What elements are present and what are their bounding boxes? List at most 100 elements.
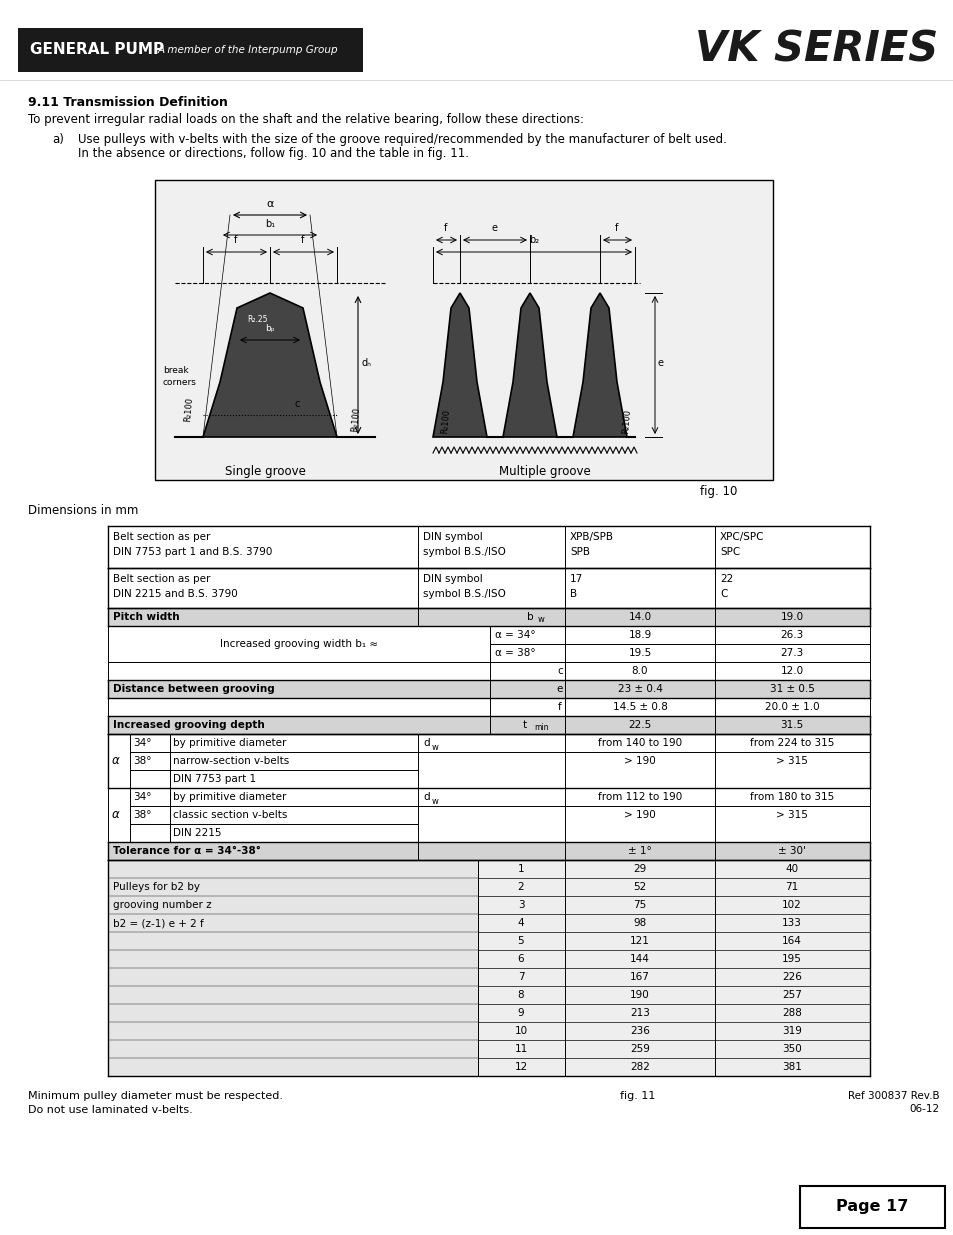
Text: f: f xyxy=(444,224,447,233)
Text: 1: 1 xyxy=(517,864,524,874)
Text: B: B xyxy=(569,589,577,599)
Text: Page 17: Page 17 xyxy=(835,1199,907,1214)
Text: C: C xyxy=(720,589,726,599)
Text: Belt section as per: Belt section as per xyxy=(112,532,211,542)
Text: 38°: 38° xyxy=(132,810,152,820)
Bar xyxy=(800,1186,944,1228)
Text: symbol B.S./ISO: symbol B.S./ISO xyxy=(422,547,505,557)
Text: fig. 11: fig. 11 xyxy=(619,1091,655,1100)
Text: To prevent irregular radial loads on the shaft and the relative bearing, follow : To prevent irregular radial loads on the… xyxy=(28,114,583,126)
Text: by primitive diameter: by primitive diameter xyxy=(172,792,286,802)
Text: α = 34°: α = 34° xyxy=(495,630,535,640)
Text: fig. 10: fig. 10 xyxy=(700,484,737,498)
Text: 9: 9 xyxy=(517,1008,524,1018)
Bar xyxy=(108,716,869,734)
Text: DIN 2215 and B.S. 3790: DIN 2215 and B.S. 3790 xyxy=(112,589,237,599)
Text: DIN symbol: DIN symbol xyxy=(422,532,482,542)
Text: symbol B.S./ISO: symbol B.S./ISO xyxy=(422,589,505,599)
Bar xyxy=(108,568,869,608)
Bar xyxy=(108,608,869,626)
Text: 8: 8 xyxy=(517,990,524,1000)
Bar xyxy=(108,526,869,568)
Text: 2: 2 xyxy=(517,882,524,892)
Text: 121: 121 xyxy=(629,936,649,946)
Text: VK SERIES: VK SERIES xyxy=(695,28,937,70)
Text: R₂100: R₂100 xyxy=(183,396,193,422)
Polygon shape xyxy=(573,293,626,437)
Text: 167: 167 xyxy=(629,972,649,982)
Text: 29: 29 xyxy=(633,864,646,874)
Polygon shape xyxy=(203,293,336,437)
Text: 19.0: 19.0 xyxy=(780,613,802,622)
Polygon shape xyxy=(502,293,557,437)
Text: dₕ: dₕ xyxy=(361,358,372,368)
Text: 195: 195 xyxy=(781,953,801,965)
Bar xyxy=(18,28,363,72)
Text: 17: 17 xyxy=(569,574,582,584)
Text: > 190: > 190 xyxy=(623,810,655,820)
Text: α: α xyxy=(112,755,120,767)
Text: DIN 7753 part 1: DIN 7753 part 1 xyxy=(172,774,255,784)
Text: Pulleys for b2 by: Pulleys for b2 by xyxy=(112,882,200,892)
Text: e: e xyxy=(658,358,663,368)
Text: from 112 to 190: from 112 to 190 xyxy=(598,792,681,802)
Text: R₂100: R₂100 xyxy=(439,409,451,433)
Text: 20.0 ± 1.0: 20.0 ± 1.0 xyxy=(764,701,819,713)
Text: 102: 102 xyxy=(781,900,801,910)
Text: min: min xyxy=(534,724,548,732)
Text: Ref 300837 Rev.B: Ref 300837 Rev.B xyxy=(847,1091,939,1100)
Text: 12: 12 xyxy=(514,1062,527,1072)
Text: > 190: > 190 xyxy=(623,756,655,766)
Text: 133: 133 xyxy=(781,918,801,927)
Text: from 224 to 315: from 224 to 315 xyxy=(749,739,833,748)
Text: d: d xyxy=(422,739,429,748)
Text: 350: 350 xyxy=(781,1044,801,1053)
Text: narrow-section v-belts: narrow-section v-belts xyxy=(172,756,289,766)
Text: 23 ± 0.4: 23 ± 0.4 xyxy=(617,684,661,694)
Text: R₂.25: R₂.25 xyxy=(247,315,267,324)
Text: 226: 226 xyxy=(781,972,801,982)
Text: XPC/SPC: XPC/SPC xyxy=(720,532,763,542)
Text: 18.9: 18.9 xyxy=(628,630,651,640)
Text: b: b xyxy=(526,613,533,622)
Text: 22: 22 xyxy=(720,574,733,584)
Text: f: f xyxy=(301,235,304,245)
Text: α: α xyxy=(266,199,274,209)
Text: w: w xyxy=(432,797,438,805)
Text: 9.11 Transmission Definition: 9.11 Transmission Definition xyxy=(28,96,228,110)
Text: f: f xyxy=(234,235,237,245)
Text: 164: 164 xyxy=(781,936,801,946)
Text: e: e xyxy=(492,224,497,233)
Text: α = 38°: α = 38° xyxy=(495,648,535,658)
Text: R₂100: R₂100 xyxy=(620,409,632,433)
Text: 8.0: 8.0 xyxy=(631,666,648,676)
Text: 98: 98 xyxy=(633,918,646,927)
Text: grooving number z: grooving number z xyxy=(112,900,212,910)
Text: Tolerance for α = 34°-38°: Tolerance for α = 34°-38° xyxy=(112,846,260,856)
Bar xyxy=(108,842,869,860)
Text: c: c xyxy=(557,666,562,676)
Text: Increased grooving width b₁ ≈: Increased grooving width b₁ ≈ xyxy=(220,638,377,650)
Text: Single groove: Single groove xyxy=(224,466,305,478)
Text: 190: 190 xyxy=(630,990,649,1000)
Text: d: d xyxy=(422,792,429,802)
Text: SPC: SPC xyxy=(720,547,740,557)
Text: ± 30': ± 30' xyxy=(778,846,805,856)
Text: Use pulleys with v-belts with the size of the groove required/recommended by the: Use pulleys with v-belts with the size o… xyxy=(78,133,726,147)
Text: w: w xyxy=(537,615,544,625)
Text: b₂: b₂ xyxy=(528,235,538,245)
Text: 31 ± 0.5: 31 ± 0.5 xyxy=(769,684,814,694)
Text: b₁: b₁ xyxy=(265,219,274,228)
Text: Dimensions in mm: Dimensions in mm xyxy=(28,504,138,516)
Polygon shape xyxy=(433,293,486,437)
Bar xyxy=(108,662,869,680)
Text: 5: 5 xyxy=(517,936,524,946)
Text: ± 1°: ± 1° xyxy=(627,846,651,856)
Text: 06-12: 06-12 xyxy=(909,1104,939,1114)
Text: 259: 259 xyxy=(629,1044,649,1053)
Bar xyxy=(108,734,869,788)
Text: 144: 144 xyxy=(629,953,649,965)
Text: XPB/SPB: XPB/SPB xyxy=(569,532,614,542)
Text: 14.0: 14.0 xyxy=(628,613,651,622)
Text: 257: 257 xyxy=(781,990,801,1000)
